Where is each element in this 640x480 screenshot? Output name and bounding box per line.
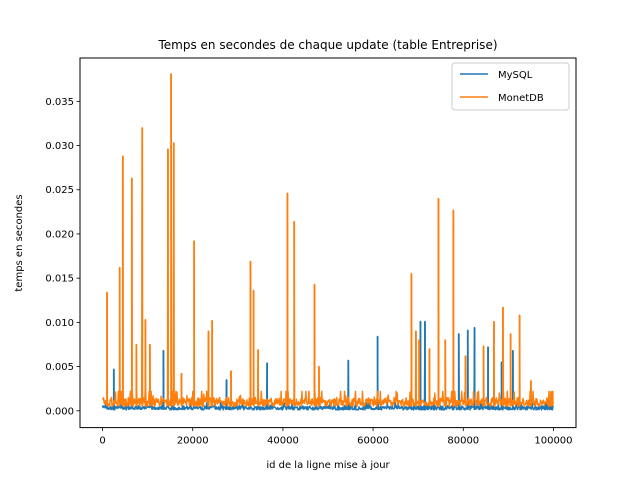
series-layer (101, 73, 555, 411)
x-tick-label: 60000 (357, 436, 389, 447)
x-tick-label: 20000 (177, 436, 209, 447)
y-tick-label: 0.025 (45, 185, 74, 196)
y-tick-label: 0.010 (45, 318, 74, 329)
x-axis-label: id de la ligne mise à jour (266, 459, 390, 471)
y-tick-label: 0.015 (45, 274, 74, 285)
y-tick-label: 0.000 (45, 406, 74, 417)
legend: MySQL MonetDB (451, 62, 570, 111)
y-axis-ticks: 0.000 0.005 0.010 0.015 0.020 0.025 0.030 0.035 (45, 97, 80, 417)
legend-label-mysql: MySQL (498, 70, 533, 81)
x-tick-label: 0 (99, 436, 105, 447)
y-axis-label: temps en secondes (14, 194, 25, 291)
y-tick-label: 0.005 (45, 362, 74, 373)
x-tick-label: 80000 (447, 436, 479, 447)
chart-title: Temps en secondes de chaque update (tabl… (157, 38, 497, 52)
x-tick-label: 40000 (267, 436, 299, 447)
plot-frame (79, 57, 577, 429)
y-tick-label: 0.020 (45, 229, 74, 240)
x-axis-ticks: 0 20000 40000 60000 80000 100000 (99, 427, 573, 447)
y-tick-label: 0.030 (45, 141, 74, 152)
series-line-mysql (101, 320, 555, 411)
y-tick-label: 0.035 (45, 97, 74, 108)
legend-label-monetdb: MonetDB (498, 93, 544, 104)
x-tick-label: 100000 (534, 436, 572, 447)
